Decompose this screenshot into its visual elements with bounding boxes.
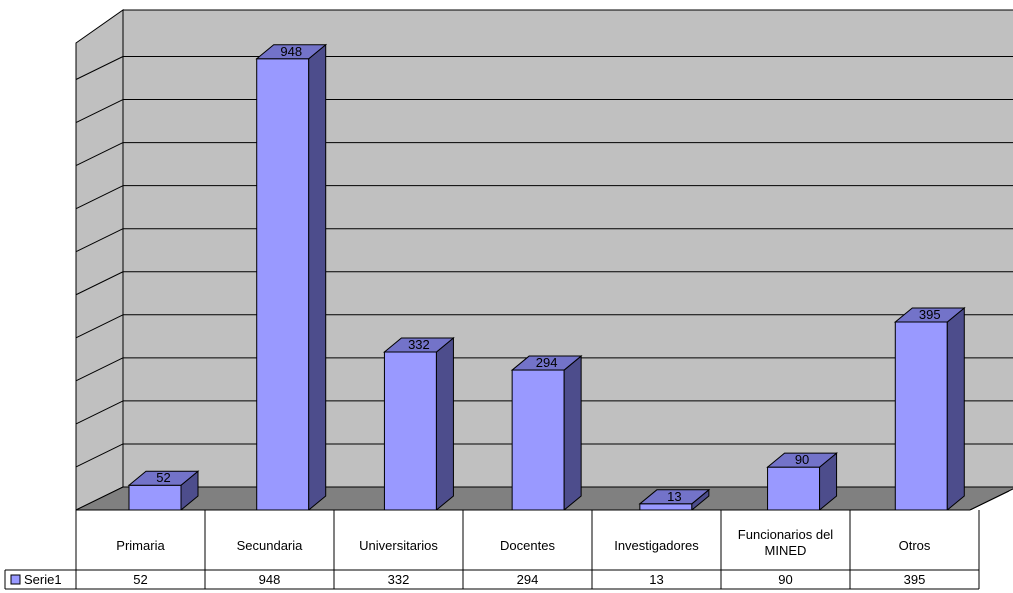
data-label: 13 <box>667 489 681 504</box>
bar-front <box>894 321 948 511</box>
bar-primaria <box>127 470 200 512</box>
gridline-side <box>75 314 124 339</box>
category-label-line: MINED <box>765 543 807 558</box>
bar-secundaria <box>255 43 328 512</box>
bar-top <box>893 307 966 323</box>
gridline-side <box>75 228 124 253</box>
data-label: 332 <box>408 337 430 352</box>
data-label: 294 <box>536 355 558 370</box>
bar-side <box>946 306 965 512</box>
table-edge <box>969 490 1010 511</box>
data-labels: 52 948 332 294 13 90 395 <box>156 44 940 504</box>
data-label: 395 <box>919 307 941 322</box>
gridline-side <box>75 443 124 468</box>
gridline-side <box>75 56 124 80</box>
bar-top <box>127 470 200 486</box>
table-value: 13 <box>649 572 663 587</box>
bar-universitarios <box>383 336 455 512</box>
gridline-side <box>75 185 124 210</box>
bars <box>127 43 966 512</box>
table-value: 90 <box>778 572 792 587</box>
gridline-side <box>75 271 124 296</box>
bar-side <box>308 43 327 512</box>
series-name: Serie1 <box>24 572 62 587</box>
bar-top <box>510 355 583 371</box>
data-label: 90 <box>795 452 809 467</box>
table-value: 294 <box>517 572 539 587</box>
bar-top <box>766 452 838 468</box>
bar-funcionarios-del-mined <box>766 452 838 512</box>
category-label: Investigadores <box>614 538 699 553</box>
table-value: 332 <box>388 572 410 587</box>
bar-front <box>383 351 437 511</box>
gridline-side <box>75 357 124 382</box>
gridline-side <box>75 99 124 123</box>
table-value: 52 <box>133 572 147 587</box>
category-label: Secundaria <box>237 538 304 553</box>
bar-front <box>128 484 182 511</box>
legend-key <box>10 574 21 585</box>
bar-top <box>638 489 711 505</box>
category-label-line: Funcionarios del <box>738 527 833 542</box>
bar-top <box>383 337 455 353</box>
bar-docentes <box>510 354 583 512</box>
gridline-side <box>75 400 124 425</box>
category-label: Funcionarios del MINED <box>738 527 833 558</box>
table-value: 395 <box>904 572 926 587</box>
bar-investigadores <box>638 488 711 512</box>
bar-otros <box>893 306 966 512</box>
bar-side <box>563 354 582 512</box>
side-wall <box>75 9 124 511</box>
category-label: Otros <box>899 538 931 553</box>
bar-front <box>767 466 821 511</box>
bar-front <box>639 503 693 511</box>
table-value: 948 <box>259 572 281 587</box>
data-label: 52 <box>156 470 170 485</box>
category-label: Universitarios <box>359 538 438 553</box>
gridline-side <box>75 142 124 167</box>
bar-front <box>511 369 565 511</box>
table-bg <box>0 510 1013 593</box>
category-label: Docentes <box>500 538 555 553</box>
data-table: Primaria 52 Secundaria 948 Universitarios 332… <box>0 490 1013 593</box>
category-label: Primaria <box>116 538 165 553</box>
bar-front <box>256 58 310 511</box>
bar-side <box>435 336 454 512</box>
bar-top <box>255 44 328 60</box>
data-label: 948 <box>280 44 302 59</box>
